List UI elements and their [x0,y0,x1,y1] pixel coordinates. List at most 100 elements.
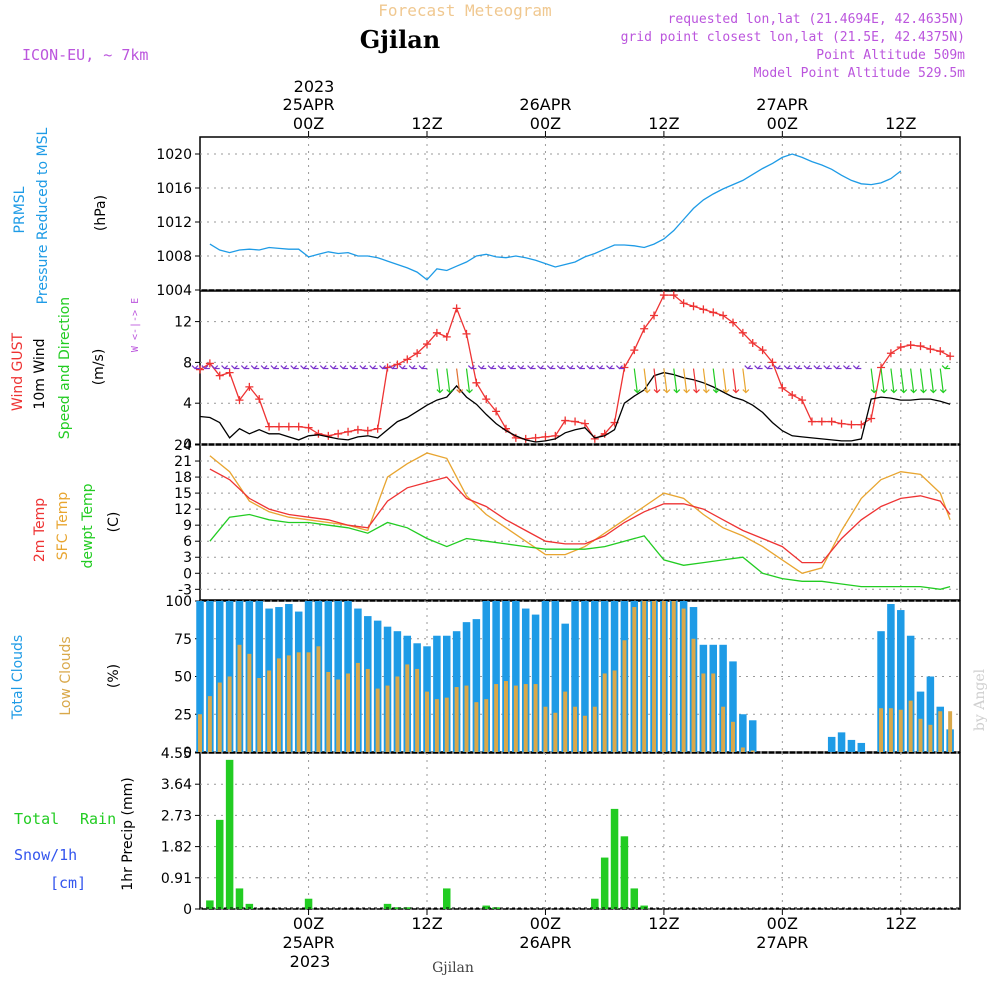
temp-sfc-line [209,452,951,575]
wind-gust-point [906,341,915,350]
total-clouds-bar [837,732,846,752]
low-clouds-bar [237,644,242,752]
wind-direction-arrowhead [702,389,710,394]
wind-direction-arrowhead [693,389,700,394]
total-clouds-bar [551,601,560,752]
low-clouds-bar [553,712,558,752]
temp-ytick-label: 21 [174,454,192,470]
wind-direction-arrowhead [388,365,396,370]
wind-10m-line [199,371,951,443]
wind-direction-arrowhead [586,365,594,370]
total-clouds-bar [561,623,569,752]
bottom-hour-label: 12Z [648,914,679,933]
precip-unit-label: 1hr Precip (mm) [120,777,136,890]
wind-direction-arrow [919,368,925,393]
pressure-msl-label: Pressure Reduced to MSL [35,127,51,304]
wind-direction-arrowhead [250,365,258,370]
wind-direction-arrowhead [803,365,811,370]
low-clouds-bar [395,676,400,752]
precip-ytick-label: 4.55 [161,746,192,762]
total-clouds-bar [739,714,747,752]
footer-station: Gjilan [432,960,474,976]
rain-bar [215,819,224,909]
wind-gust-point [225,368,234,377]
wind-direction-arrow [446,368,451,393]
total-clouds-bar [897,610,905,752]
wind-gust-point [571,417,580,426]
wind-direction-arrowhead [663,389,671,394]
top-hour-label: 12Z [648,114,679,133]
low-clouds-bar [444,697,449,752]
wind-10m-label: 10m Wind [32,338,48,409]
clouds-ytick-label: 100 [165,594,192,610]
top-hour-label: 12Z [885,114,916,133]
temp-dewpt-line [209,513,951,590]
wind-direction-arrowhead [359,365,367,370]
wind-direction-arrowhead [653,389,661,394]
top-hour-label: 00Z [293,114,324,133]
wind-direction-arrowhead [732,389,740,394]
rain-bar [640,905,648,909]
wind-gust-point [472,378,481,387]
low-clouds-bar [602,673,607,752]
prmsl-label: PRMSL [12,186,28,233]
wind-direction-arrowhead [221,365,229,370]
wind-direction-arrowhead [712,389,720,394]
total-clouds-bar [887,604,895,752]
temp-ytick-label: 15 [174,486,192,502]
bottom-hour-label: 00Z [530,914,561,933]
wind-gust-point [373,424,382,433]
total-clouds-bar [196,601,204,752]
total-clouds-bar [729,661,737,752]
wind-gust-point [383,363,392,372]
wind-frame [199,290,961,445]
low-clouds-bar [888,708,893,752]
rain-bar [403,907,412,909]
temp-ytick-label: 12 [174,502,192,518]
bottom-date-label: 26APR [519,933,571,952]
wind-direction-arrowhead [783,365,791,370]
low-clouds-bar [425,691,429,752]
temp-ytick-label: -3 [178,582,192,598]
wind-direction-arrow [929,368,934,393]
top-hour-label: 00Z [530,114,561,133]
wind-gust-point [265,422,274,431]
wind-direction-arrowhead [683,389,691,394]
low-clouds-bar [652,601,656,752]
low-clouds-bar [484,699,489,752]
wind-direction-arrowhead [339,365,347,370]
total-clouds-bar [926,676,935,752]
low-clouds-bar [681,608,686,752]
wind-gust-point [709,308,718,317]
wind-gust-point [758,346,767,355]
wind-gust-point [689,302,698,311]
wind-gust-point [896,343,905,352]
wind-gust-point [363,426,372,435]
wind-direction-arrowhead [941,365,949,370]
low-clouds-bar [217,682,222,752]
wind-gust-point [857,420,866,429]
temp-ytick-label: 24 [174,438,192,454]
wind-gust-point [403,355,412,364]
rain-bar [225,759,234,909]
wind-gust-point [807,417,816,426]
wind-direction-arrowhead [497,365,505,370]
wind-gust-point [886,349,895,358]
top-hour-label: 00Z [767,114,798,133]
total-clouds-bar [581,601,589,752]
wind-direction-arrowhead [823,365,831,370]
wind-gust-point [274,422,283,431]
temp-ytick-label: 3 [183,550,192,566]
wind-direction-arrow [633,368,638,393]
station-title: Gjilan [360,25,440,54]
low-clouds-bar [385,685,390,752]
low-clouds-bar [721,706,726,752]
low-clouds-label: Low Clouds [58,636,74,715]
total-clouds-bar [206,601,214,752]
low-clouds-bar [908,700,913,752]
grid-point-coordinates: grid point closest lon,lat (21.5E, 42.43… [621,30,965,45]
wind-direction-arrowhead [231,365,238,370]
wind-direction-arrowhead [240,365,248,370]
wind-direction-arrow [742,368,747,393]
